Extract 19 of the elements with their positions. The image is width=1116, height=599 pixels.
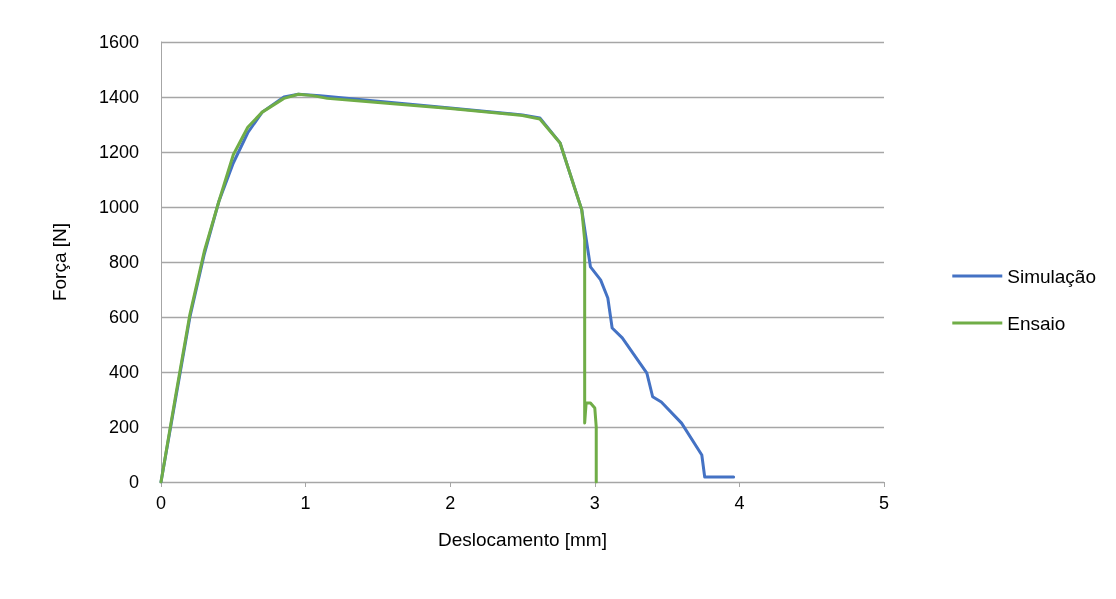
y-tick-label: 1000 [98,197,139,217]
y-tick-label: 1200 [98,142,139,162]
y-tick-label: 800 [108,252,139,272]
y-tick-label: 400 [108,362,139,382]
x-tick-label: 4 [734,493,745,513]
x-tick-label: 5 [878,493,890,513]
y-tick-label: 1600 [98,32,139,52]
x-tick-label: 3 [589,493,600,513]
legend-label: Ensaio [1007,312,1066,334]
y-axis-title: Força [N] [49,222,70,302]
y-tick-label: 600 [108,307,139,327]
y-tick-label: 0 [128,472,139,492]
y-tick-label: 1400 [98,87,139,107]
x-tick-label: 1 [300,493,311,513]
x-tick-label: 2 [445,493,456,513]
x-tick-label: 0 [155,493,167,513]
legend-label: Simulação [1007,265,1097,287]
x-axis-title: Deslocamento [mm] [438,529,607,550]
y-tick-label: 200 [108,417,139,437]
